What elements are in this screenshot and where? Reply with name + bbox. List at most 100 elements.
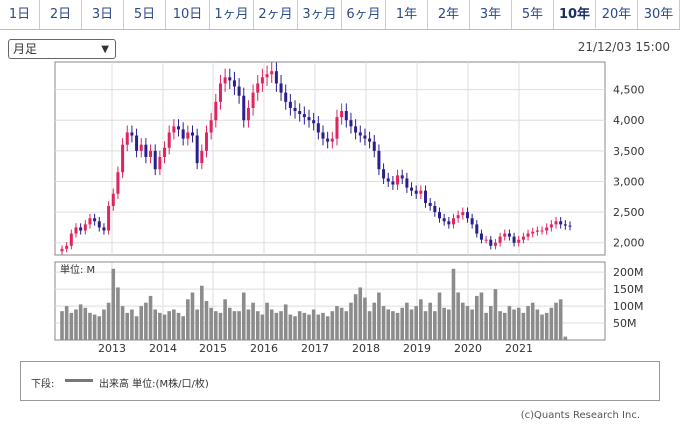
candle-body xyxy=(326,138,330,142)
candle-body xyxy=(284,92,288,102)
volume-bar xyxy=(172,309,176,340)
candle-body xyxy=(260,77,264,84)
candle-body xyxy=(93,218,97,222)
candle-body xyxy=(559,221,563,225)
volume-bar xyxy=(535,309,540,340)
candle-body xyxy=(102,227,106,231)
candle-body xyxy=(419,190,423,194)
tab-4[interactable]: 10日 xyxy=(166,0,210,29)
candle-body xyxy=(386,178,390,182)
volume-bar xyxy=(148,295,153,340)
candle-body xyxy=(368,138,372,142)
x-tick-label: 2019 xyxy=(403,342,431,355)
tab-1[interactable]: 2日 xyxy=(40,0,82,29)
candle-body xyxy=(517,239,521,243)
candle-body xyxy=(158,156,162,170)
tab-10[interactable]: 2年 xyxy=(428,0,470,29)
candle-body xyxy=(190,132,194,136)
tab-2[interactable]: 3日 xyxy=(82,0,124,29)
candle-body xyxy=(265,74,269,78)
volume-bar xyxy=(64,306,69,340)
volume-bar xyxy=(344,311,349,340)
volume-bar xyxy=(540,314,544,340)
volume-bar xyxy=(158,312,162,340)
volume-bar xyxy=(69,312,74,340)
candle-body xyxy=(424,190,428,203)
tab-7[interactable]: 3ヶ月 xyxy=(298,0,342,29)
tab-12[interactable]: 5年 xyxy=(512,0,554,29)
y-tick-label: 4,000 xyxy=(613,114,645,127)
volume-bar xyxy=(456,292,460,340)
volume-bar xyxy=(283,304,288,340)
candle-body xyxy=(121,144,125,173)
volume-unit-label: 単位: M xyxy=(60,263,95,276)
candle-body xyxy=(442,218,446,222)
volume-bar xyxy=(372,302,377,340)
volume-bar xyxy=(255,311,260,340)
copyright: (c)Quants Research Inc. xyxy=(520,410,640,421)
candle-body xyxy=(214,101,218,121)
volume-bar xyxy=(269,309,274,340)
volume-bar xyxy=(516,307,521,340)
volume-bar xyxy=(302,312,307,340)
volume-bar xyxy=(181,316,185,340)
tab-6[interactable]: 2ヶ月 xyxy=(254,0,298,29)
volume-bar xyxy=(395,312,400,340)
period-select[interactable]: 月足 ▼ xyxy=(8,39,116,59)
timestamp: 21/12/03 15:00 xyxy=(577,40,670,54)
legend-prefix: 下段: xyxy=(31,379,55,390)
tab-11[interactable]: 3年 xyxy=(470,0,512,29)
volume-bar xyxy=(111,268,116,340)
candle-body xyxy=(251,92,255,108)
volume-bar xyxy=(465,306,470,340)
candle-body xyxy=(274,71,278,84)
volume-bar xyxy=(335,306,339,340)
tab-14[interactable]: 20年 xyxy=(596,0,638,29)
volume-bar xyxy=(200,285,204,340)
candle-body xyxy=(163,147,167,157)
volume-tick-label: 50M xyxy=(613,317,637,330)
candle-body xyxy=(484,239,488,241)
volume-bar xyxy=(447,309,451,340)
candle-body xyxy=(358,132,362,136)
candle-body xyxy=(363,135,367,139)
candle-body xyxy=(540,230,544,232)
candle-body xyxy=(79,227,83,231)
volume-bar xyxy=(246,309,251,340)
candle-body xyxy=(438,212,442,219)
volume-bar xyxy=(209,307,213,340)
volume-bar xyxy=(488,306,493,340)
volume-bar xyxy=(325,316,330,340)
candle-body xyxy=(181,129,185,139)
candle-body xyxy=(312,120,316,124)
volume-bar xyxy=(544,312,549,340)
volume-bar xyxy=(297,311,302,340)
volume-bar xyxy=(204,301,209,340)
tab-3[interactable]: 5日 xyxy=(124,0,166,29)
candle-body xyxy=(125,132,129,145)
volume-bar xyxy=(484,312,488,340)
tab-13[interactable]: 10年 xyxy=(554,0,596,29)
volume-bar xyxy=(414,306,419,340)
tab-0[interactable]: 1日 xyxy=(0,0,40,29)
volume-bar xyxy=(92,314,97,340)
y-tick-label: 2,000 xyxy=(613,237,645,250)
volume-bar xyxy=(74,309,78,340)
tab-5[interactable]: 1ヶ月 xyxy=(210,0,254,29)
volume-bar xyxy=(232,311,237,340)
x-tick-label: 2013 xyxy=(98,342,126,355)
candle-body xyxy=(209,120,213,133)
candle-body xyxy=(232,80,236,87)
volume-bar xyxy=(237,311,241,340)
volume-bar xyxy=(241,292,246,340)
tab-8[interactable]: 6ヶ月 xyxy=(342,0,386,29)
candle-body xyxy=(116,172,120,194)
volume-bar xyxy=(381,306,386,340)
period-select-value: 月足 xyxy=(13,42,38,56)
candle-body xyxy=(563,224,567,226)
tab-15[interactable]: 30年 xyxy=(638,0,680,29)
tab-9[interactable]: 1年 xyxy=(386,0,428,29)
candle-body xyxy=(526,233,530,237)
candle-body xyxy=(144,144,148,157)
volume-bar xyxy=(423,311,428,340)
